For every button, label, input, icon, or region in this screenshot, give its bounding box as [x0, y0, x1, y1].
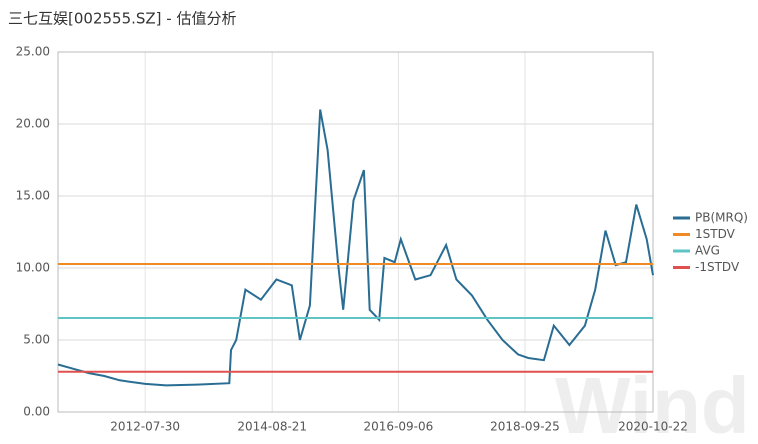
y-tick-label: 0.00: [23, 405, 50, 419]
legend-label: 1STDV: [695, 227, 736, 241]
y-tick-label: 5.00: [23, 333, 50, 347]
y-tick-label: 15.00: [16, 189, 50, 203]
legend-label: -1STDV: [695, 260, 740, 274]
legend-label: PB(MRQ): [695, 211, 748, 225]
x-tick-label: 2020-10-22: [618, 420, 688, 434]
y-tick-label: 20.00: [16, 117, 50, 131]
plot-border: [57, 51, 654, 413]
chart-title: 三七互娱[002555.SZ] - 估值分析: [8, 10, 236, 28]
y-tick-label: 10.00: [16, 261, 50, 275]
y-tick-label: 25.00: [16, 45, 50, 59]
x-tick-label: 2012-07-30: [110, 420, 180, 434]
x-tick-label: 2018-09-25: [490, 420, 560, 434]
series-line: [57, 109, 654, 387]
x-tick-label: 2016-09-06: [364, 420, 434, 434]
watermark: Wind: [555, 361, 750, 444]
x-tick-label: 2014-08-21: [237, 420, 307, 434]
legend-label: AVG: [695, 244, 720, 258]
